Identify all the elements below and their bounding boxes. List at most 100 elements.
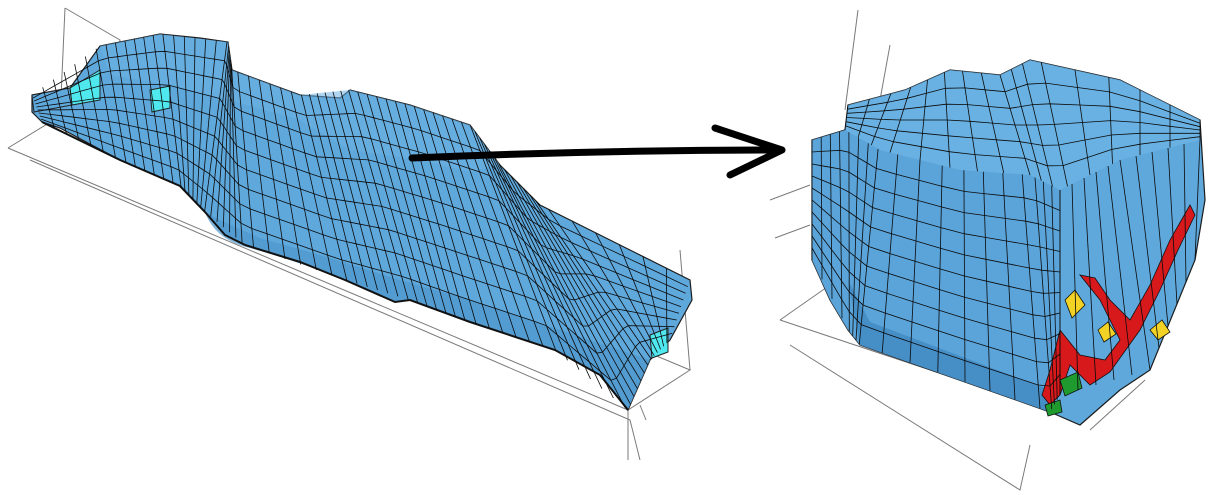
right-mesh-longitudinal — [811, 175, 1061, 252]
left-mesh-longitudinal — [40, 118, 673, 381]
left-mesh-line — [474, 131, 568, 361]
right-mesh-longitudinal — [811, 187, 1061, 273]
left-mesh-line — [143, 37, 165, 179]
left-mesh-line — [423, 109, 490, 329]
left-mesh-longitudinal — [32, 50, 688, 288]
left-mesh-line — [470, 125, 557, 352]
right-mesh-longitudinal — [811, 223, 1061, 341]
left-mesh-line — [385, 98, 447, 314]
right-side-mesh-line — [1183, 143, 1187, 283]
right-mesh-longitudinal — [811, 163, 1061, 232]
left-mesh-line — [432, 112, 504, 333]
left-mesh-line — [200, 40, 217, 208]
right-top-mesh-longitudinal — [845, 125, 1201, 167]
left-mesh-line — [124, 40, 146, 171]
right-mesh-longitudinal — [811, 247, 1061, 387]
left-panel — [7, 7, 693, 461]
right-mesh-longitudinal — [811, 149, 1061, 211]
left-underside-bulge — [205, 212, 650, 410]
left-mesh-line — [85, 56, 104, 152]
left-mesh-line — [642, 256, 665, 347]
left-mesh-line — [105, 44, 127, 163]
left-mesh-line — [484, 144, 591, 380]
left-mesh-line — [571, 220, 655, 356]
left-mesh-line — [115, 42, 136, 167]
left-mesh-line — [324, 92, 378, 291]
right-top-mesh-longitudinal — [845, 121, 1200, 146]
left-mesh-line — [231, 67, 243, 243]
left-mesh-longitudinal — [39, 115, 675, 354]
left-mesh-line — [529, 194, 645, 374]
right-side-mesh-line — [1151, 151, 1169, 327]
right-bottom-stripe — [848, 280, 1050, 412]
left-mesh-longitudinal — [34, 67, 686, 294]
left-top-ridge — [100, 34, 500, 172]
left-mesh-line — [222, 54, 231, 228]
left-mesh-line — [95, 48, 116, 158]
arrow-shaft — [408, 146, 784, 162]
right-mesh-longitudinal — [811, 235, 1061, 364]
left-mesh-line — [280, 87, 317, 271]
left-mesh-longitudinal — [38, 112, 677, 327]
left-mesh-line — [666, 268, 668, 344]
left-mesh-line — [173, 35, 186, 192]
left-mesh-line — [548, 209, 652, 360]
left-mesh-longitudinal — [35, 83, 684, 301]
left-mesh-line — [357, 91, 419, 303]
left-mesh-line — [229, 59, 231, 233]
right-side-mesh-line — [1083, 177, 1097, 386]
left-mesh-line — [74, 64, 92, 146]
left-mesh-line — [269, 83, 302, 265]
left-mesh-line — [461, 121, 544, 347]
left-mesh-line — [133, 39, 155, 175]
left-mesh-line — [366, 94, 428, 307]
right-side-mesh-line — [1135, 155, 1160, 349]
left-mesh-longitudinal — [36, 96, 682, 308]
right-top-mesh-longitudinal — [847, 82, 1201, 124]
left-mesh-line — [216, 50, 230, 222]
left-mesh-line — [258, 79, 286, 260]
left-mesh-line — [237, 72, 254, 249]
right-side-mesh-line — [1071, 183, 1079, 391]
right-panel — [769, 9, 1206, 491]
left-mesh-line — [348, 89, 409, 300]
left-mesh-line — [162, 34, 182, 188]
right-side-mesh-line — [1095, 171, 1115, 381]
left-mesh-line — [152, 35, 174, 184]
left-mesh-line — [63, 71, 80, 140]
left-mesh-line — [290, 91, 333, 276]
left-mesh-line — [404, 103, 466, 321]
left-mesh-line — [192, 38, 196, 200]
left-mesh-line — [230, 63, 237, 238]
left-mesh-line — [535, 200, 649, 366]
right-mesh-longitudinal — [811, 199, 1061, 294]
right-mesh-grid — [811, 62, 1201, 410]
left-mesh-line — [504, 169, 631, 405]
left-mesh-line — [204, 41, 228, 212]
left-mesh-line — [53, 79, 67, 134]
left-mesh-line — [301, 94, 348, 281]
transition-arrow — [408, 124, 786, 179]
right-side-mesh-line — [1194, 139, 1201, 261]
left-mesh-line — [618, 244, 661, 350]
left-mesh-line — [332, 91, 389, 294]
left-mesh-line — [488, 150, 603, 389]
left-mesh-grid — [32, 34, 688, 408]
left-mesh-line — [413, 106, 477, 325]
right-side-mesh-line — [1119, 159, 1151, 371]
left-mesh-line — [248, 76, 270, 254]
left-mesh-line — [395, 101, 456, 317]
right-top-mesh-longitudinal — [846, 103, 1201, 128]
left-mesh-longitudinal — [37, 108, 680, 314]
left-mesh-line — [595, 232, 658, 353]
right-side-mesh-line — [1167, 147, 1178, 305]
left-mesh-line — [479, 137, 580, 370]
left-mesh-line — [308, 94, 358, 284]
right-defect-region — [1041, 204, 1196, 417]
left-mesh-line — [523, 188, 642, 381]
right-side-mesh-line — [1107, 165, 1133, 376]
left-mesh-line — [493, 156, 614, 399]
left-mesh-line — [42, 87, 55, 129]
